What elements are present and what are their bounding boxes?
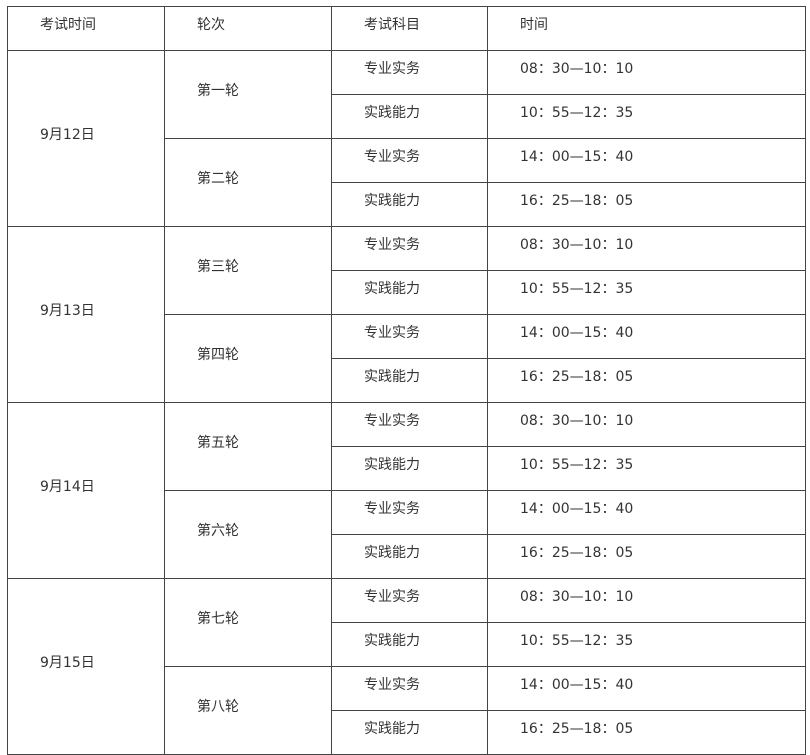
table-row: 9月13日 第三轮 专业实务 08：30—10：10 — [7, 226, 806, 403]
time-cell: 10：55—12：35 — [487, 622, 806, 667]
header-subject: 考试科目 — [331, 6, 488, 51]
time-cell: 14：00—15：40 — [487, 138, 806, 183]
header-time: 时间 — [487, 6, 806, 51]
table-row: 实践能力 16：25—18：05 — [8, 358, 806, 403]
time-cell: 16：25—18：05 — [487, 182, 806, 227]
table-row: 第四轮 专业实务 14：00—15：40 — [8, 314, 806, 403]
table-row: 9月12日 第一轮 专业实务 08：30—10：10 — [7, 50, 806, 227]
time-cell: 14：00—15：40 — [487, 490, 806, 535]
time-cell: 10：55—12：35 — [487, 270, 806, 315]
subject-cell: 专业实务 — [331, 666, 488, 711]
subject-cell: 实践能力 — [331, 358, 488, 403]
table-row: 实践能力 10：55—12：35 — [8, 270, 806, 315]
time-cell: 10：55—12：35 — [487, 446, 806, 491]
exam-date-cell: 9月15日 — [7, 578, 165, 755]
table-row: 9月14日 第五轮 专业实务 08：30—10：10 — [7, 402, 806, 579]
subject-cell: 专业实务 — [331, 578, 488, 623]
header-round: 轮次 — [164, 6, 332, 51]
table-row: 实践能力 16：25—18：05 — [8, 534, 806, 579]
time-cell: 16：25—18：05 — [487, 358, 806, 403]
subject-cell: 实践能力 — [331, 94, 488, 139]
exam-schedule-table: 考试时间 轮次 考试科目 时间 9月12日 第一轮 专业实务 08：30—10：10 实… — [7, 6, 806, 755]
exam-date-cell: 9月13日 — [7, 226, 165, 403]
time-cell: 14：00—15：40 — [487, 666, 806, 711]
time-cell: 08：30—10：10 — [487, 402, 806, 447]
subject-cell: 专业实务 — [331, 402, 488, 447]
subject-cell: 实践能力 — [331, 182, 488, 227]
subject-cell: 实践能力 — [331, 710, 488, 755]
exam-date-cell: 9月14日 — [7, 402, 165, 579]
table-row: 第六轮 专业实务 14：00—15：40 — [8, 490, 806, 579]
round-cell: 第八轮 — [164, 666, 332, 755]
subject-cell: 专业实务 — [331, 314, 488, 359]
round-cell: 第四轮 — [164, 314, 332, 403]
header-row: 考试时间 轮次 考试科目 时间 — [7, 6, 806, 51]
table-row: 第八轮 专业实务 14：00—15：40 — [8, 666, 806, 755]
table-row: 实践能力 10：55—12：35 — [8, 446, 806, 491]
subject-cell: 实践能力 — [331, 534, 488, 579]
subject-cell: 实践能力 — [331, 446, 488, 491]
round-cell: 第二轮 — [164, 138, 332, 227]
round-cell: 第一轮 — [164, 50, 332, 139]
round-cell: 第七轮 — [164, 578, 332, 667]
subject-cell: 专业实务 — [331, 490, 488, 535]
table-row: 实践能力 16：25—18：05 — [8, 182, 806, 227]
time-cell: 08：30—10：10 — [487, 578, 806, 623]
round-cell: 第三轮 — [164, 226, 332, 315]
subject-cell: 实践能力 — [331, 622, 488, 667]
subject-cell: 实践能力 — [331, 270, 488, 315]
table-row: 实践能力 10：55—12：35 — [8, 94, 806, 139]
subject-cell: 专业实务 — [331, 226, 488, 271]
time-cell: 08：30—10：10 — [487, 50, 806, 95]
round-cell: 第五轮 — [164, 402, 332, 491]
time-cell: 10：55—12：35 — [487, 94, 806, 139]
time-cell: 16：25—18：05 — [487, 710, 806, 755]
time-cell: 08：30—10：10 — [487, 226, 806, 271]
time-cell: 14：00—15：40 — [487, 314, 806, 359]
table-row: 实践能力 10：55—12：35 — [8, 622, 806, 667]
subject-cell: 专业实务 — [331, 138, 488, 183]
table-row: 9月15日 第七轮 专业实务 08：30—10：10 — [7, 578, 806, 755]
header-exam-date: 考试时间 — [7, 6, 165, 51]
subject-cell: 专业实务 — [331, 50, 488, 95]
round-cell: 第六轮 — [164, 490, 332, 579]
time-cell: 16：25—18：05 — [487, 534, 806, 579]
exam-date-cell: 9月12日 — [7, 50, 165, 227]
